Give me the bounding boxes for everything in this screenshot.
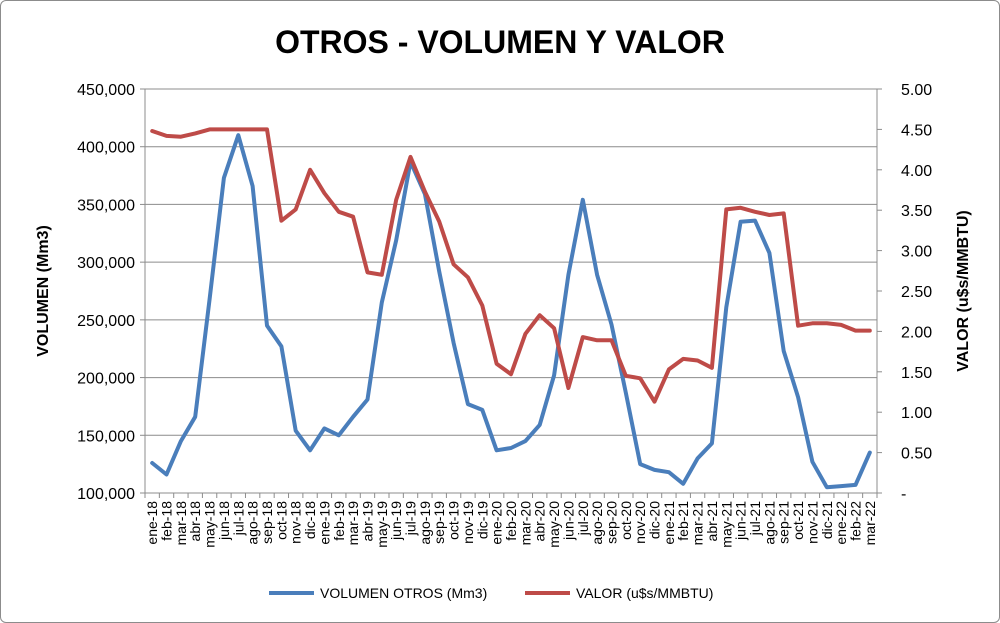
x-axis-tick-label: mar-18 <box>173 501 189 546</box>
y-axis-left-tick-label: 100,000 <box>77 486 135 503</box>
x-axis-tick-label: jul-19 <box>403 501 419 536</box>
x-axis-tick-label: feb-21 <box>675 501 691 541</box>
y-axis-right-title: VALOR (u$s/MMBTU) <box>955 210 972 371</box>
x-axis-tick-label: oct-20 <box>618 501 634 540</box>
x-axis-tick-label: nov-18 <box>288 501 304 544</box>
y-axis-left-tick-label: 450,000 <box>77 82 135 99</box>
x-axis-tick-label: may-21 <box>718 501 734 548</box>
x-axis-tick-label: ago-21 <box>761 501 777 545</box>
x-axis-tick-label: feb-20 <box>503 501 519 541</box>
y-axis-right-tick-label: 5.00 <box>901 82 932 99</box>
x-axis-tick-label: mar-20 <box>517 501 533 546</box>
y-axis-right-tick-label: 0.50 <box>901 446 932 463</box>
y-axis-right-tick-label: 4.00 <box>901 163 932 180</box>
y-axis-left-tick-label: 200,000 <box>77 371 135 388</box>
x-axis-tick-label: ene-20 <box>489 501 505 545</box>
x-axis-tick-label: jul-21 <box>747 501 763 536</box>
x-axis-tick-label: abr-18 <box>187 501 203 542</box>
y-axis-right-tick-label: 3.50 <box>901 203 932 220</box>
x-axis-tick-label: oct-21 <box>790 501 806 540</box>
x-axis-tick-label: ago-18 <box>245 501 261 545</box>
x-axis-tick-label: sep-20 <box>603 501 619 544</box>
x-axis-tick-label: mar-22 <box>862 501 878 546</box>
gridlines <box>145 88 877 436</box>
x-axis-tick-label: dic-18 <box>302 501 318 539</box>
x-axis-tick-label: mar-21 <box>690 501 706 546</box>
axes <box>140 88 882 498</box>
series-lines <box>150 127 872 490</box>
x-axis-tick-label: feb-22 <box>847 501 863 541</box>
x-axis-tick-label: nov-20 <box>632 501 648 544</box>
x-axis-tick-label: dic-21 <box>819 501 835 539</box>
x-axis-tick-label: jun-21 <box>733 501 749 541</box>
x-axis-tick-label: jun-20 <box>560 501 576 541</box>
series-line-valor <box>150 127 872 404</box>
x-axis-tick-label: dic-20 <box>647 501 663 539</box>
x-axis-tick-label: feb-18 <box>159 501 175 541</box>
x-axis-tick-label: nov-19 <box>460 501 476 544</box>
y-axis-right-tick-label: 2.00 <box>901 324 932 341</box>
x-axis-tick-label: oct-19 <box>446 501 462 540</box>
x-axis-tick-label: sep-18 <box>259 501 275 544</box>
x-axis-tick-label: jul-20 <box>575 501 591 536</box>
legend-label-valor: VALOR (u$s/MMBTU) <box>576 585 713 601</box>
x-axis-tick-label: may-19 <box>374 501 390 548</box>
x-axis-tick-label: jul-18 <box>230 501 246 536</box>
y-axis-right-tick-label: 2.50 <box>901 284 932 301</box>
y-axis-left-title: VOLUMEN (Mm3) <box>35 225 52 357</box>
y-axis-left-tick-label: 350,000 <box>77 197 135 214</box>
x-axis-tick-label: ene-22 <box>833 501 849 545</box>
y-axis-right-tick-label: - <box>901 486 906 503</box>
x-axis-tick-label: sep-19 <box>431 501 447 544</box>
x-axis-tick-label: nov-21 <box>804 501 820 544</box>
x-axis-tick-label: ago-19 <box>417 501 433 545</box>
x-axis-tick-label: jun-19 <box>388 501 404 541</box>
legend-label-volumen: VOLUMEN OTROS (Mm3) <box>320 585 487 601</box>
x-axis-tick-label: mar-19 <box>345 501 361 546</box>
x-axis-tick-label: ene-19 <box>316 501 332 545</box>
x-axis-tick-label: oct-18 <box>273 501 289 540</box>
series-line-volumen <box>150 133 872 490</box>
x-axis-tick-label: sep-21 <box>776 501 792 544</box>
y-axis-right-tick-label: 1.00 <box>901 405 932 422</box>
x-axis-tick-label: ene-21 <box>661 501 677 545</box>
y-axis-left-tick-label: 150,000 <box>77 428 135 445</box>
y-axis-right-tick-label: 1.50 <box>901 365 932 382</box>
y-axis-right-ticks: - 0.50 1.00 1.50 2.00 2.50 3.00 3.50 4.00 4.50 5.0… <box>901 82 932 503</box>
y-axis-left-tick-label: 250,000 <box>77 313 135 330</box>
y-axis-left-tick-label: 300,000 <box>77 255 135 272</box>
legend: VOLUMEN OTROS (Mm3) VALOR (u$s/MMBTU) <box>269 585 713 601</box>
x-axis-tick-label: may-20 <box>546 501 562 548</box>
x-axis-tick-label: abr-19 <box>359 501 375 542</box>
x-axis-tick-label: abr-21 <box>704 501 720 542</box>
y-axis-left-ticks: 100,000 150,000 200,000 250,000 300,000 350,0… <box>77 82 135 503</box>
x-axis-tick-label: ene-18 <box>144 501 160 545</box>
x-axis-tick-label: jun-18 <box>216 501 232 541</box>
y-axis-left-tick-label: 400,000 <box>77 140 135 157</box>
x-axis-tick-label: ago-20 <box>589 501 605 545</box>
y-axis-right-tick-label: 4.50 <box>901 122 932 139</box>
x-axis-ticks: ene-18feb-18mar-18abr-18may-18jun-18jul-… <box>144 501 878 548</box>
y-axis-right-tick-label: 3.00 <box>901 244 932 261</box>
x-axis-tick-label: may-18 <box>202 501 218 548</box>
chart-title: OTROS - VOLUMEN Y VALOR <box>275 24 725 60</box>
x-axis-tick-label: dic-19 <box>474 501 490 539</box>
x-axis-tick-label: feb-19 <box>331 501 347 541</box>
x-axis-tick-label: abr-20 <box>532 501 548 542</box>
